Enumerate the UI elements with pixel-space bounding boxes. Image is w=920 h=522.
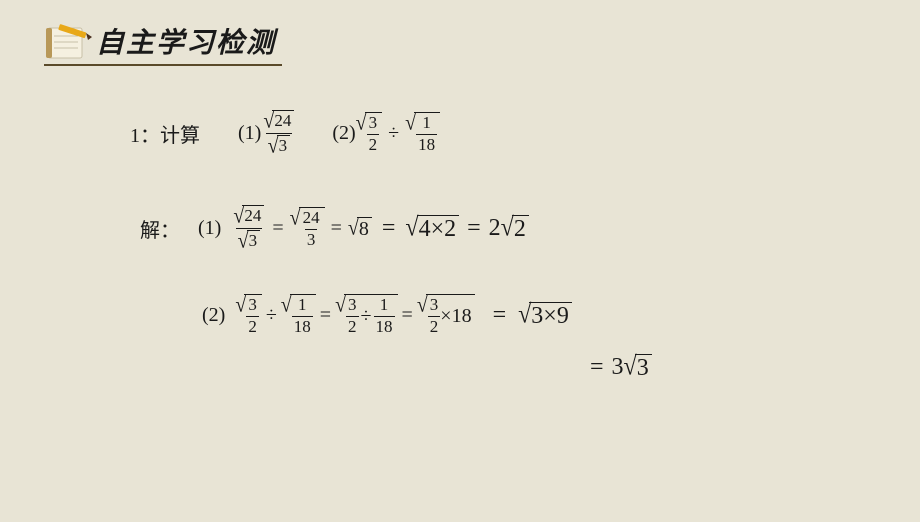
s2-s2-mul: ×18: [440, 306, 471, 326]
p2-tag: (2): [332, 122, 355, 145]
s2-s2-den: 2: [428, 316, 441, 337]
p2-op: ÷: [388, 122, 399, 145]
problem-row: 1：计算 (1) √24 √3 (2) √ 32 ÷ √ 118: [130, 110, 652, 157]
notepad-pencil-icon: [42, 18, 94, 64]
s1-r3-coef: 2: [489, 215, 501, 242]
content: 1：计算 (1) √24 √3 (2) √ 32 ÷ √ 118 解： (1) …: [130, 110, 652, 381]
solution-1: 解： (1) √24 √3 = √ 243 = √8 = √4×2 = 2 √2: [140, 205, 652, 252]
eq: =: [320, 304, 331, 327]
p2-a-den: 2: [367, 134, 380, 155]
s1-step-den: 3: [305, 229, 318, 250]
s1-lhs-num: 24: [242, 205, 264, 224]
s1-tag: (1): [198, 217, 221, 240]
s1-step-num: 24: [301, 209, 322, 229]
s2-r2-coef: 3: [612, 354, 624, 381]
problem-2: (2) √ 32 ÷ √ 118: [332, 112, 440, 154]
p2-b-den: 18: [416, 134, 437, 155]
s2-tag: (2): [202, 304, 225, 327]
problem-label: 1：计算: [130, 119, 200, 148]
s2-a-den: 2: [246, 316, 259, 337]
solution-label: 解：: [140, 214, 180, 243]
s2-sb-num: 1: [378, 296, 391, 316]
s1-r1: 8: [357, 217, 372, 239]
header: 自主学习检测: [42, 18, 276, 64]
eq: =: [382, 215, 396, 242]
s2-b-num: 1: [296, 296, 309, 316]
s2-op2: ÷: [361, 306, 372, 326]
solution-2-final: = 3 √3: [590, 354, 652, 381]
s2-r1: 3×9: [529, 302, 572, 328]
s2-r2-rad: 3: [635, 354, 652, 380]
p2-a-num: 3: [367, 114, 380, 134]
s2-sa-num: 3: [346, 296, 359, 316]
eq: =: [493, 302, 507, 329]
s2-a-num: 3: [246, 296, 259, 316]
eq: =: [272, 217, 283, 240]
solution-2: (2) √ 32 ÷ √ 118 = √ 32 ÷ 118 = √ 32 ×18…: [202, 294, 652, 336]
eq: =: [402, 304, 413, 327]
problem-1: (1) √24 √3: [238, 110, 296, 157]
s1-lhs-den: 3: [247, 230, 261, 249]
eq: =: [467, 215, 481, 242]
s1-r2: 4×2: [417, 215, 460, 241]
s1-r3-rad: 2: [512, 215, 529, 241]
s2-op: ÷: [266, 304, 277, 327]
s2-s2-num: 3: [428, 296, 441, 316]
p1-num: 24: [272, 110, 294, 129]
eq: =: [331, 217, 342, 240]
header-title: 自主学习检测: [96, 21, 276, 61]
p2-b-num: 1: [420, 114, 433, 134]
s2-sa-den: 2: [346, 316, 359, 337]
p1-tag: (1): [238, 122, 261, 145]
p1-den: 3: [277, 135, 291, 154]
s2-sb-den: 18: [374, 316, 395, 337]
s2-b-den: 18: [292, 316, 313, 337]
header-underline: [44, 64, 282, 66]
eq: =: [590, 354, 604, 381]
